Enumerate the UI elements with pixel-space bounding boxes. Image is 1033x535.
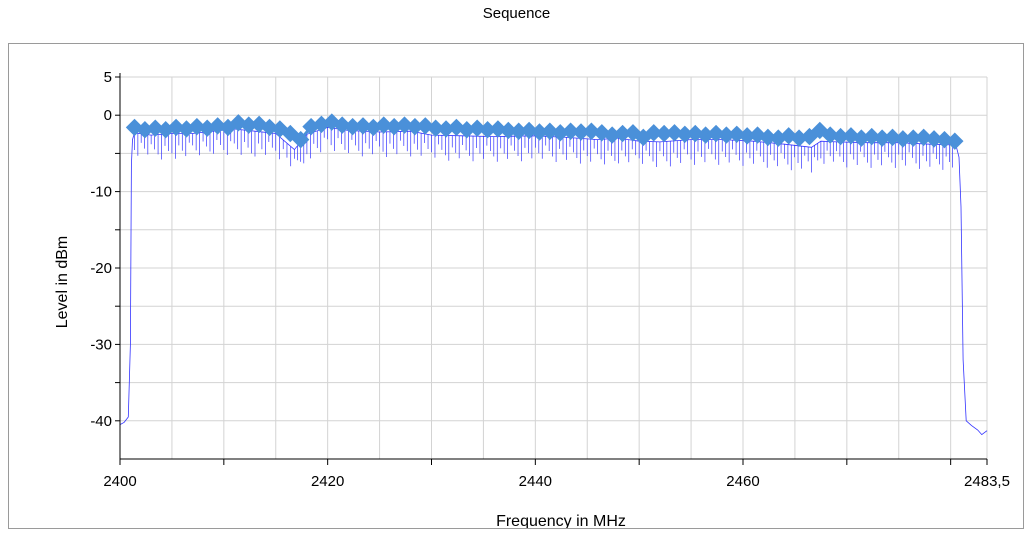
- chart-frame: 5 0 -10 -20 -30 -40 2400 2420 2440 2460 2483,5 Fre…: [8, 43, 1024, 529]
- data-point-marker: [821, 126, 839, 144]
- y-tick-label: 0: [104, 107, 112, 124]
- x-tick-label: 2460: [726, 473, 759, 490]
- data-point-marker: [208, 117, 227, 135]
- data-point-marker: [520, 121, 538, 140]
- data-point-marker: [541, 122, 559, 140]
- data-point-marker: [883, 128, 902, 147]
- y-tick-label: 5: [104, 69, 112, 86]
- data-point-marker: [333, 116, 351, 134]
- marker-layer: [125, 113, 964, 150]
- data-point-marker: [468, 119, 486, 137]
- x-tick-label: 2400: [103, 473, 136, 490]
- x-tick-label: 2440: [519, 473, 552, 490]
- label-layer: Frequency in MHz Level in dBm: [54, 236, 626, 528]
- y-axis-label: Level in dBm: [54, 236, 71, 329]
- data-point-marker: [665, 124, 684, 142]
- data-point-marker: [375, 116, 393, 134]
- data-point-marker: [707, 124, 725, 143]
- data-point-marker: [935, 130, 954, 149]
- chart-svg: 5 0 -10 -20 -30 -40 2400 2420 2440 2460 2483,5 Fre…: [54, 69, 1010, 528]
- data-point-marker: [260, 118, 279, 137]
- data-point-marker: [686, 124, 704, 143]
- data-point-marker: [395, 116, 414, 134]
- y-tick-label: -30: [90, 336, 112, 353]
- y-tick-label: -40: [90, 413, 112, 430]
- data-point-marker: [167, 118, 185, 137]
- y-tick-label: -10: [90, 184, 112, 201]
- trace-layer: [119, 126, 988, 436]
- data-point-marker: [354, 117, 372, 135]
- data-point-marker: [863, 127, 881, 146]
- y-tick-label: -20: [90, 260, 112, 277]
- spectrum-trace-line: [119, 126, 988, 436]
- data-point-marker: [582, 122, 601, 140]
- data-point-marker: [188, 117, 206, 136]
- x-tick-label: 2483,5: [964, 473, 1010, 490]
- x-axis-label: Frequency in MHz: [496, 513, 626, 528]
- data-point-marker: [291, 130, 310, 149]
- data-point-marker: [914, 128, 933, 147]
- data-point-marker: [728, 125, 746, 144]
- data-point-marker: [489, 120, 507, 138]
- chart-title: Sequence: [482, 5, 551, 22]
- axis-layer: 5 0 -10 -20 -30 -40 2400 2420 2440 2460 2483,5: [90, 69, 1010, 490]
- data-point-marker: [146, 119, 165, 137]
- x-tick-label: 2420: [311, 473, 344, 490]
- data-point-marker: [946, 132, 964, 150]
